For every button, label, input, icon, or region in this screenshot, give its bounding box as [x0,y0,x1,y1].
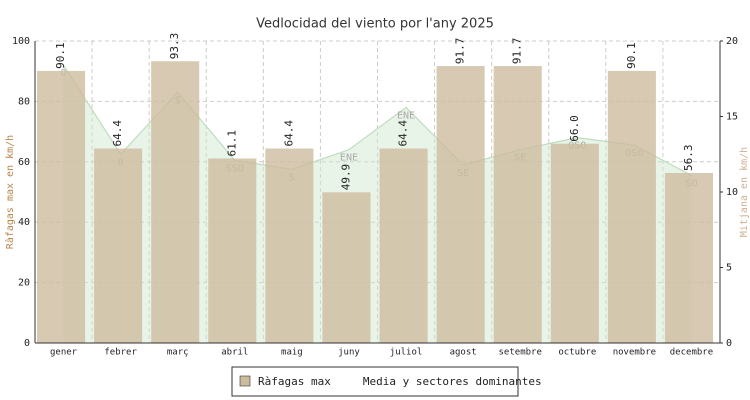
value-label: 64.4 [111,120,124,147]
x-tick-label: juny [338,348,360,358]
value-label: 90.1 [54,42,67,69]
legend-label: Media y sectores dominantes [363,375,542,388]
bar [37,70,86,343]
value-label: 93.3 [168,33,181,60]
direction-label: ENE [340,153,358,164]
y2-tick-label: 10 [726,187,738,198]
value-label: 90.1 [625,42,638,69]
value-label: 91.7 [454,38,467,65]
bar [208,158,257,343]
legend-box [231,366,519,397]
bar [607,70,656,343]
direction-label: ENE [397,110,415,121]
y2-tick-label: 0 [726,338,732,349]
bar [265,148,314,343]
y2-tick-label: 5 [726,263,732,274]
value-label: 66.0 [568,115,581,142]
y2-axis-label: Mitjana en km/h [739,147,750,237]
x-tick-label: octubre [558,348,596,358]
bar [493,66,542,343]
x-tick-label: gener [50,348,78,358]
bar [322,192,371,343]
value-label: 64.4 [397,120,410,147]
y-tick-label: 40 [18,217,30,228]
bar [379,148,428,343]
bar [550,143,599,343]
x-tick-label: novembre [613,348,656,358]
y-tick-label: 60 [18,157,30,168]
value-label: 91.7 [511,38,524,65]
legend-label: Ràfagas max [258,375,331,388]
x-tick-label: juliol [390,348,423,358]
y-axis-label: Ràfagas max en km/h [4,135,16,249]
x-tick-label: setembre [499,348,542,358]
legend-swatch [239,375,251,387]
value-label: 49.9 [339,164,352,191]
bar [436,66,485,343]
chart-title: Vedlocidad del viento por l'any 2025 [256,17,494,32]
y-tick-label: 80 [18,96,30,107]
x-tick-label: maig [281,348,303,358]
y-tick-label: 20 [18,278,30,289]
x-tick-label: març [167,348,189,358]
y2-tick-label: 20 [726,36,738,47]
value-label: 61.1 [225,130,238,157]
x-tick-label: decembre [670,348,713,358]
bar [94,148,143,343]
x-tick-label: agost [450,348,477,358]
bar [151,61,200,343]
x-tick-label: febrer [104,348,137,358]
y-tick-label: 0 [24,338,30,349]
value-label: 56.3 [682,144,695,171]
value-label: 64.4 [282,120,295,147]
x-tick-label: abril [221,348,248,358]
bar [664,172,713,343]
y-tick-label: 100 [12,36,30,47]
y2-tick-label: 15 [726,112,738,123]
